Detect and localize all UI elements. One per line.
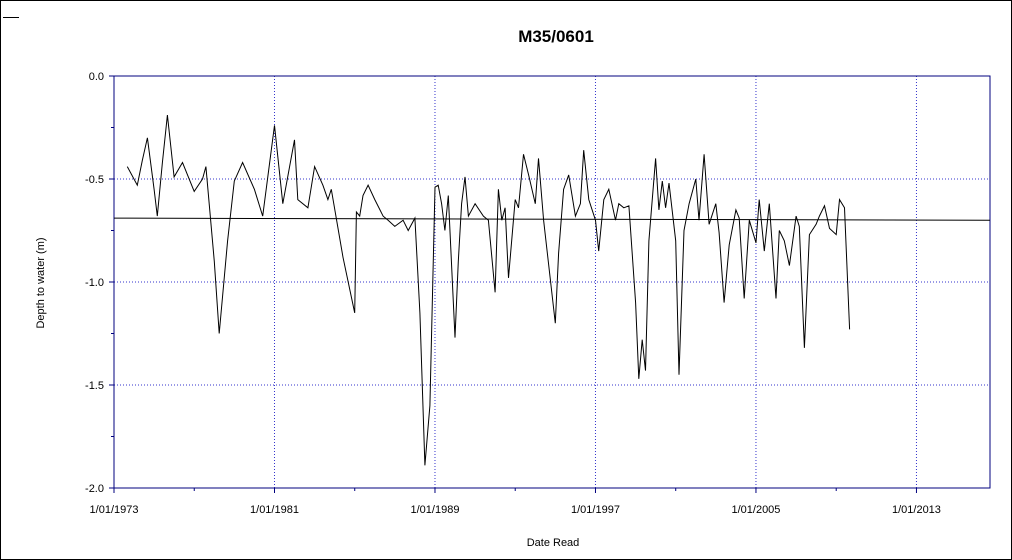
trend-line — [113, 217, 991, 221]
x-tick-label: 1/01/1973 — [90, 504, 139, 516]
corner-dash-mark — [3, 17, 19, 18]
x-tick-labels: 1/01/1973 1/01/1981 1/01/1989 1/01/1997 1/01… — [90, 504, 941, 516]
x-tick-label: 1/01/2005 — [731, 504, 780, 516]
y-tick-labels: 0.0 -0.5 -1.0 -1.5 -2.0 — [85, 71, 104, 495]
x-tick-label: 1/01/1997 — [571, 504, 620, 516]
y-axis-title: Depth to water (m) — [35, 237, 47, 328]
x-tick-label: 1/01/1989 — [411, 504, 460, 516]
x-axis-title: Date Read — [527, 537, 580, 549]
y-tick-label: -0.5 — [85, 174, 104, 186]
y-tick-label: -2.0 — [85, 483, 104, 495]
y-tick-label: -1.0 — [85, 277, 104, 289]
y-tick-label: -1.5 — [85, 380, 104, 392]
x-tick-label: 1/01/1981 — [250, 504, 299, 516]
grid-lines — [114, 76, 990, 488]
x-tick-label: 1/01/2013 — [892, 504, 941, 516]
axis-ticks — [109, 75, 917, 493]
series-line-depth — [126, 115, 851, 466]
chart-title: M35/0601 — [518, 27, 594, 46]
y-tick-label: 0.0 — [89, 71, 104, 83]
